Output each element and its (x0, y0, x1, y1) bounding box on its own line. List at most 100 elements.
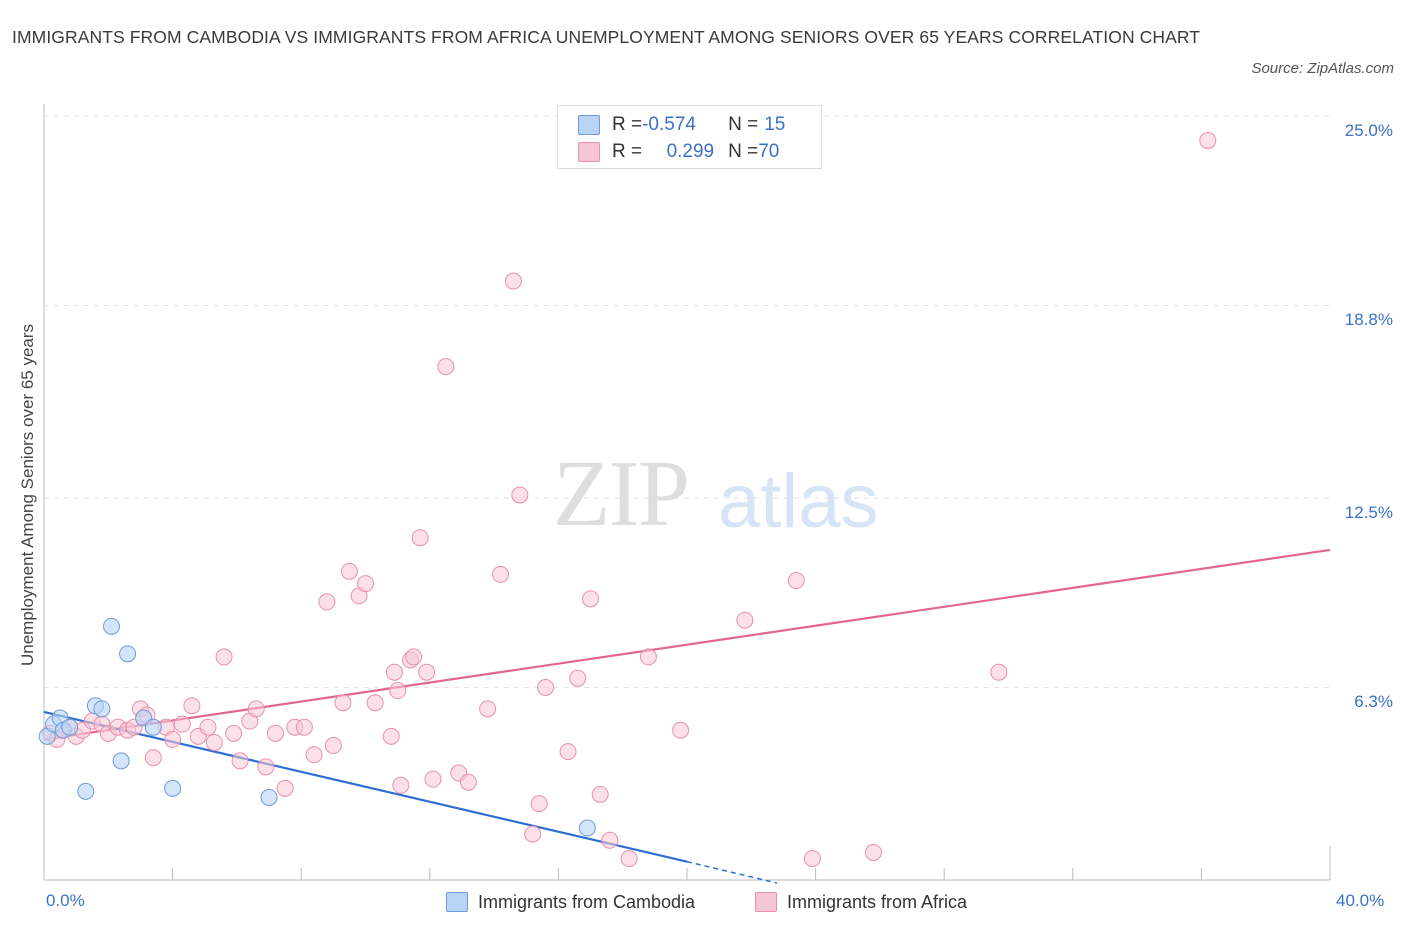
africa-point (357, 575, 374, 593)
n-value-africa: 70 (758, 141, 780, 162)
africa-point (215, 648, 233, 666)
cambodia-trend-line (43, 710, 688, 863)
africa-point (492, 565, 510, 583)
africa-point (437, 358, 455, 376)
cambodia-point (93, 700, 111, 718)
africa-point (305, 746, 323, 764)
axes (43, 104, 1331, 881)
africa-point (530, 795, 548, 813)
africa-point (569, 669, 587, 687)
r-value-cambodia: -0.574 (642, 114, 696, 135)
africa-point (736, 611, 754, 629)
africa-point (199, 718, 217, 736)
y-tick-label: 6.3% (1354, 692, 1393, 712)
cambodia-point (112, 752, 130, 770)
africa-point (424, 770, 442, 788)
africa-point (389, 682, 407, 700)
africa-point (340, 562, 358, 580)
africa-point (787, 572, 805, 590)
africa-point (334, 694, 352, 712)
r-label: R = (612, 114, 643, 135)
cambodia-legend-label: Immigrants from Cambodia (478, 891, 696, 912)
africa-point (164, 730, 182, 748)
x-tick-label-min: 0.0% (46, 891, 85, 910)
africa-point (479, 700, 497, 718)
africa-point (639, 648, 657, 666)
y-tick-label: 12.5% (1344, 503, 1393, 522)
africa-point (324, 737, 342, 755)
correlation-legend: R = -0.574 N = 15 R = 0.299 N = 70 (557, 105, 822, 169)
africa-point (385, 663, 403, 681)
africa-point (392, 776, 410, 794)
africa-point (231, 752, 249, 770)
africa-point (620, 850, 638, 868)
africa-point (582, 590, 600, 608)
source-label: Source: ZipAtlas.com (1251, 60, 1394, 77)
r-value-africa: 0.299 (666, 141, 715, 162)
africa-point (504, 272, 522, 290)
africa-point (411, 529, 429, 547)
cambodia-point (77, 782, 95, 800)
africa-point (295, 718, 313, 736)
legend-row-africa: R = 0.299 N = 70 (578, 139, 779, 165)
series-africa-points (41, 131, 1217, 868)
africa-point (418, 663, 436, 681)
cambodia-point (119, 645, 137, 663)
africa-point (225, 724, 243, 742)
africa-point (1199, 131, 1217, 149)
africa-point (144, 749, 162, 767)
africa-point (257, 758, 275, 776)
africa-point (803, 850, 821, 868)
y-tick-label: 25.0% (1344, 121, 1393, 140)
n-value-cambodia: 15 (764, 114, 786, 135)
africa-point (405, 648, 423, 666)
watermark-zip: ZIP (553, 442, 688, 546)
legend-row-cambodia: R = -0.574 N = 15 (578, 112, 785, 138)
africa-point (183, 697, 201, 715)
africa-trend-line (43, 548, 1331, 741)
cambodia-point (164, 779, 182, 797)
africa-point (672, 721, 690, 739)
legend-item-africa[interactable]: Immigrants from Africa (755, 889, 967, 915)
trend-lines (43, 548, 1331, 884)
africa-point (537, 678, 555, 696)
africa-point (247, 700, 265, 718)
africa-point (205, 733, 223, 751)
cambodia-point (260, 788, 278, 806)
africa-point (318, 593, 336, 611)
cambodia-legend-swatch (446, 892, 468, 912)
africa-point (366, 694, 384, 712)
africa-point (459, 773, 477, 791)
chart-title: IMMIGRANTS FROM CAMBODIA VS IMMIGRANTS F… (12, 27, 1201, 47)
africa-point (990, 663, 1008, 681)
cambodia-point (103, 617, 121, 635)
africa-point (559, 743, 577, 761)
africa-legend-swatch (755, 892, 777, 912)
africa-point (173, 715, 191, 733)
cambodia-swatch (578, 115, 600, 135)
cambodia-trend-extension (686, 860, 778, 884)
africa-point (382, 727, 400, 745)
watermark: ZIP atlas (553, 442, 879, 546)
africa-point (591, 785, 609, 803)
x-tick-label-max: 40.0% (1336, 891, 1385, 910)
cambodia-point (144, 718, 162, 736)
africa-point (266, 724, 284, 742)
africa-swatch (578, 142, 600, 162)
africa-point (524, 825, 542, 843)
watermark-atlas: atlas (718, 459, 879, 544)
r-label: R = (612, 141, 643, 162)
africa-point (864, 843, 882, 861)
cambodia-point (578, 819, 596, 837)
cambodia-point (61, 718, 79, 736)
legend-item-cambodia[interactable]: Immigrants from Cambodia (446, 889, 695, 915)
n-label: N = (728, 114, 759, 135)
africa-point (276, 779, 294, 797)
grid-lines (44, 115, 1330, 688)
y-tick-label: 18.8% (1344, 310, 1393, 330)
africa-legend-label: Immigrants from Africa (787, 891, 968, 912)
n-label: N = (728, 141, 759, 162)
series-cambodia-points (38, 617, 596, 837)
africa-point (601, 831, 619, 849)
